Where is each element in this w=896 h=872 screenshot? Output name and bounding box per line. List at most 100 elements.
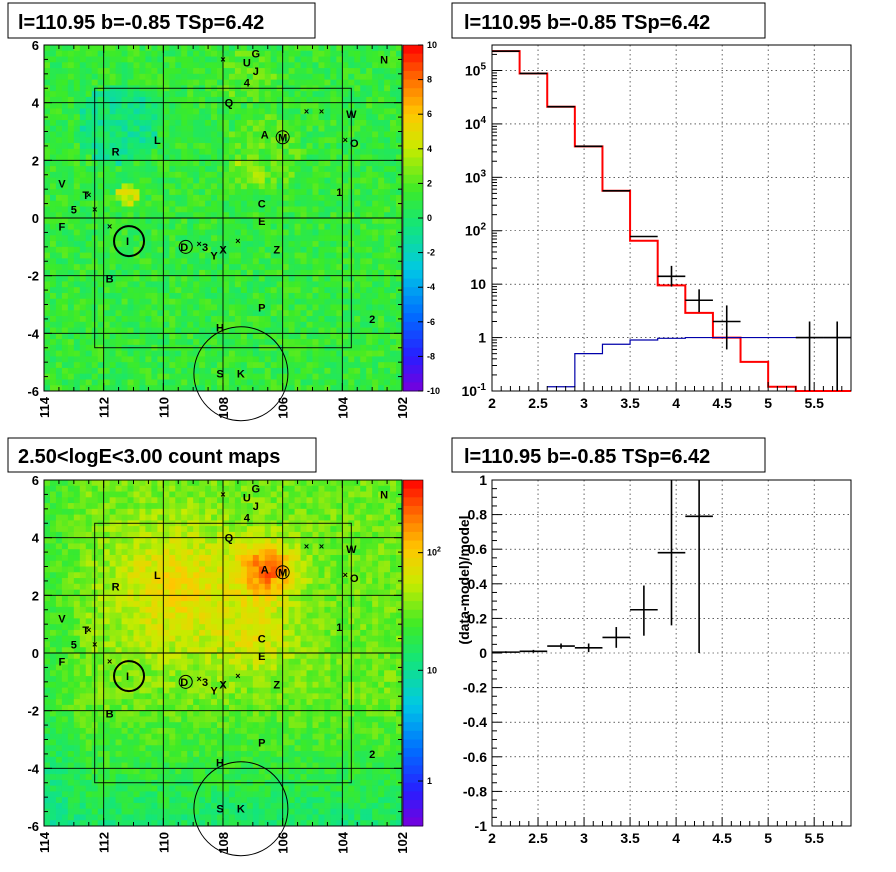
- heatmap-cell: [127, 339, 134, 346]
- heatmap-cell: [97, 125, 105, 132]
- heatmap-cell: [199, 281, 206, 288]
- heatmap-cell: [306, 194, 313, 202]
- heatmap-cell: [372, 200, 379, 207]
- heatmap-cell: [127, 292, 134, 300]
- heatmap-cell: [330, 166, 337, 173]
- heatmap-cell: [199, 212, 206, 219]
- heatmap-cell: [44, 385, 51, 392]
- heatmap-cell: [55, 785, 63, 792]
- heatmap-cell: [193, 304, 200, 311]
- heatmap-cell: [55, 578, 63, 585]
- heatmap-cell: [187, 206, 194, 213]
- heatmap-cell: [324, 206, 331, 213]
- heatmap-cell: [73, 820, 81, 827]
- heatmap-cell: [324, 102, 331, 109]
- heatmap-cell: [61, 235, 69, 242]
- heatmap-cell: [378, 189, 385, 196]
- heatmap-cell: [211, 206, 218, 213]
- heatmap-cell: [360, 79, 367, 86]
- heatmap-cell: [246, 171, 254, 179]
- heatmap-cell: [49, 526, 57, 533]
- heatmap-cell: [61, 200, 69, 207]
- heatmap-cell: [336, 200, 343, 207]
- heatmap-cell: [199, 171, 206, 179]
- colorbar-cell: [403, 226, 423, 236]
- heatmap-cell: [270, 327, 278, 334]
- heatmap-cell: [163, 350, 170, 357]
- heatmap-cell: [55, 56, 63, 63]
- heatmap-cell: [205, 154, 212, 161]
- heatmap-cell: [109, 356, 116, 363]
- heatmap-cell: [372, 114, 379, 121]
- heatmap-cell: [79, 45, 87, 52]
- heatmap-cell: [384, 131, 391, 138]
- heatmap-cell: [390, 246, 397, 253]
- heatmap-cell: [151, 108, 158, 115]
- heatmap-cell: [217, 379, 224, 386]
- heatmap-cell: [330, 316, 337, 323]
- heatmap-cell: [240, 183, 248, 190]
- heatmap-cell: [211, 108, 218, 115]
- heatmap-cell: [270, 241, 278, 248]
- heatmap-cell: [97, 727, 105, 735]
- heatmap-cell: [55, 808, 63, 815]
- heatmap-cell: [205, 223, 212, 230]
- heatmap-cell: [67, 269, 75, 277]
- heatmap-cell: [169, 333, 176, 340]
- heatmap-cell: [354, 166, 361, 173]
- heatmap-cell: [228, 143, 236, 150]
- heatmap-cell: [133, 194, 140, 202]
- heatmap-cell: [217, 73, 224, 80]
- heatmap-cell: [133, 333, 140, 340]
- spectrum-series-background: [547, 336, 851, 388]
- heatmap-cell: [127, 206, 134, 213]
- heatmap-cell: [55, 595, 63, 602]
- heatmap-cell: [49, 491, 57, 498]
- heatmap-cell: [85, 716, 93, 723]
- heatmap-cell: [169, 241, 176, 248]
- heatmap-cell: [97, 480, 105, 487]
- heatmap-cell: [127, 543, 134, 550]
- heatmap-cell: [151, 281, 158, 288]
- heatmap-cell: [330, 62, 337, 69]
- heatmap-cell: [133, 189, 140, 196]
- heatmap-cell: [366, 166, 373, 173]
- heatmap-cell: [103, 154, 111, 161]
- heatmap-cell: [270, 362, 278, 369]
- heatmap-cell: [330, 56, 337, 63]
- heatmap-cell: [228, 125, 236, 132]
- heatmap-cell: [384, 344, 391, 352]
- heatmap-cell: [49, 327, 57, 334]
- heatmap-cell: [217, 362, 224, 369]
- heatmap-cell: [61, 264, 69, 271]
- heatmap-cell: [366, 333, 373, 340]
- heatmap-cell: [49, 566, 57, 573]
- heatmap-cell: [264, 206, 272, 213]
- heatmap-cell: [336, 264, 343, 271]
- heatmap-cell: [49, 485, 57, 492]
- heatmap-cell: [55, 653, 63, 660]
- heatmap-cell: [342, 258, 349, 265]
- heatmap-cell: [342, 310, 349, 317]
- heatmap-cell: [145, 235, 152, 242]
- heatmap-cell: [109, 50, 116, 57]
- heatmap-cell: [103, 235, 111, 242]
- heatmap-cell: [91, 362, 99, 369]
- heatmap-cell: [139, 687, 146, 694]
- heatmap-cell: [306, 200, 313, 207]
- heatmap-cell: [145, 212, 152, 219]
- heatmap-cell: [85, 367, 93, 375]
- heatmap-cell: [49, 549, 57, 556]
- heatmap-cell: [55, 601, 63, 608]
- heatmap-cell: [44, 350, 51, 357]
- heatmap-cell: [85, 246, 93, 253]
- heatmap-cell: [270, 56, 278, 63]
- heatmap-cell: [306, 143, 313, 150]
- heatmap-cell: [49, 56, 57, 63]
- heatmap-cell: [85, 102, 93, 109]
- heatmap-cell: [103, 350, 111, 357]
- heatmap-cell: [67, 114, 75, 121]
- heatmap-cell: [61, 537, 69, 544]
- heatmap-cell: [354, 96, 361, 104]
- heatmap-cell: [366, 264, 373, 271]
